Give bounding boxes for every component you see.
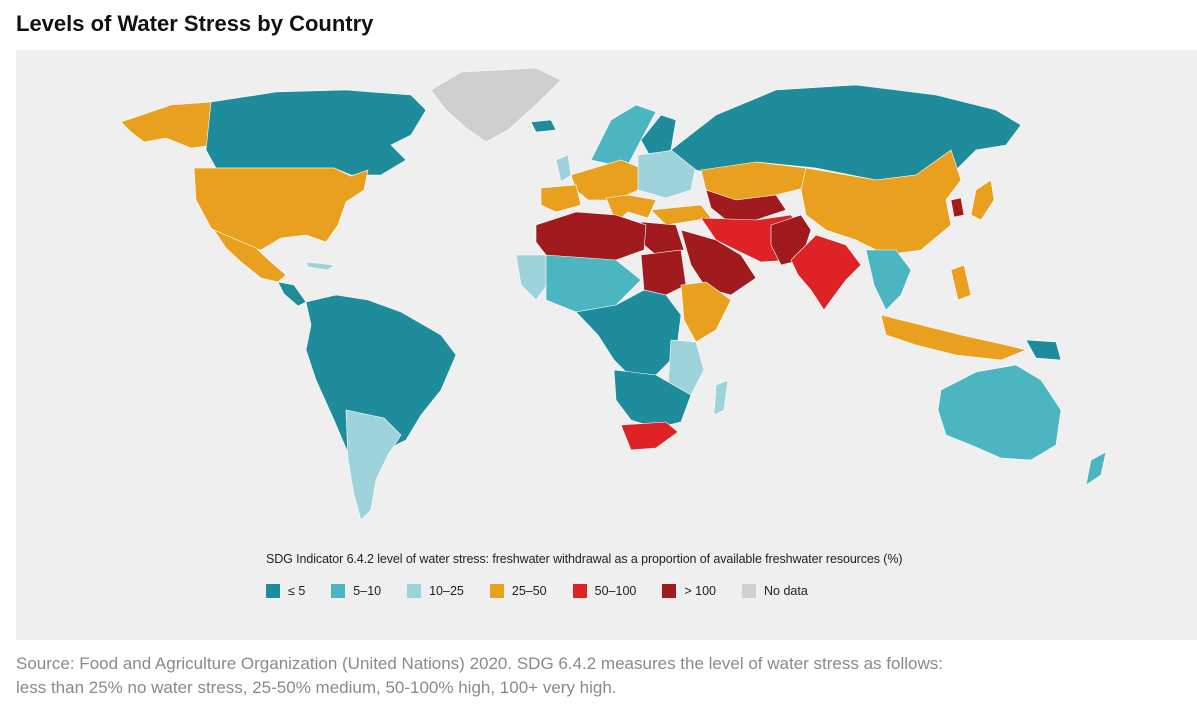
legend-label: > 100: [684, 584, 716, 598]
world-map: [120, 67, 1107, 521]
legend-swatch: [572, 584, 587, 598]
region-arabia: [680, 229, 757, 296]
region-china: [800, 149, 962, 256]
region-iberia: [540, 184, 582, 213]
legend-label: No data: [764, 584, 808, 598]
page-title: Levels of Water Stress by Country: [16, 11, 374, 36]
region-western-europe: [570, 159, 642, 201]
source-line-1: Source: Food and Agriculture Organizatio…: [16, 654, 943, 673]
legend-swatch: [662, 584, 677, 598]
legend-swatch: [742, 584, 756, 598]
legend: ≤ 5 5–10 10–25 25–50 50–100 > 100 No dat…: [266, 584, 834, 598]
region-southeast-asia: [865, 249, 912, 311]
region-horn-of-africa: [680, 281, 732, 343]
legend-item-50-100: 50–100: [572, 584, 637, 598]
region-east-africa: [667, 339, 705, 396]
source-note: Source: Food and Agriculture Organizatio…: [16, 652, 1186, 700]
region-iceland: [530, 119, 557, 133]
region-alaska: [120, 101, 217, 149]
region-philippines: [950, 264, 972, 301]
region-west-africa: [515, 254, 552, 301]
region-north-africa: [535, 211, 647, 263]
region-turkey: [650, 204, 712, 226]
legend-label: ≤ 5: [288, 584, 306, 598]
region-indonesia: [880, 314, 1027, 361]
region-south-africa: [620, 421, 679, 451]
region-argentina: [345, 409, 402, 521]
legend-item-le5: ≤ 5: [266, 584, 305, 598]
legend-label: 50–100: [594, 584, 637, 598]
legend-item-nodata: No data: [742, 584, 808, 598]
region-central-america: [277, 281, 307, 307]
region-russia: [670, 84, 1022, 181]
legend-label: 10–25: [429, 584, 464, 598]
region-sudan: [640, 249, 687, 296]
legend-item-10-25: 10–25: [407, 584, 464, 598]
source-line-2: less than 25% no water stress, 25-50% me…: [16, 678, 617, 697]
region-madagascar: [713, 379, 729, 416]
region-egypt: [640, 221, 685, 256]
legend-label: 25–50: [511, 584, 547, 598]
legend-swatch: [266, 584, 280, 598]
legend-item-gt100: > 100: [662, 584, 716, 598]
legend-swatch: [331, 584, 346, 598]
legend-item-25-50: 25–50: [489, 584, 547, 598]
region-italy-balkans: [605, 194, 657, 223]
map-panel: SDG Indicator 6.4.2 level of water stres…: [16, 50, 1197, 640]
region-japan: [970, 179, 995, 221]
legend-title: SDG Indicator 6.4.2 level of water stres…: [266, 552, 903, 566]
legend-item-5-10: 5–10: [331, 584, 381, 598]
region-cuba: [305, 261, 335, 271]
legend-label: 5–10: [353, 584, 382, 598]
region-greenland: [430, 67, 562, 143]
region-korea: [950, 197, 965, 218]
region-canada: [205, 89, 427, 176]
region-new-zealand: [1085, 451, 1107, 486]
region-india: [790, 234, 862, 311]
legend-swatch: [407, 584, 422, 598]
region-central-asia: [705, 189, 787, 221]
region-png: [1025, 339, 1062, 361]
region-uk: [555, 154, 572, 183]
region-south-america: [305, 294, 457, 491]
legend-swatch: [489, 584, 504, 598]
region-australia: [937, 364, 1062, 461]
